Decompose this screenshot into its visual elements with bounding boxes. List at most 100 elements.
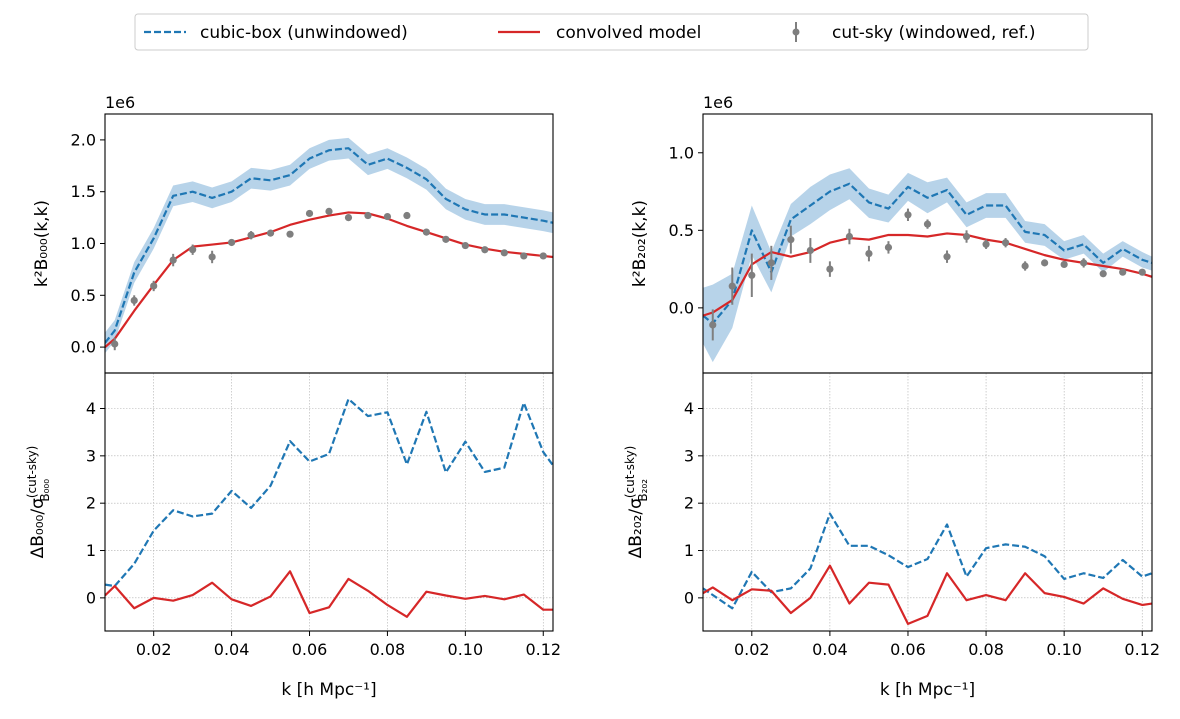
cut-sky-point [709,321,717,329]
cut-sky-point [767,259,775,267]
y-axis-label-main: ΔB₂₀₂/σ [626,498,646,558]
x-tick-label: 0.04 [812,640,848,659]
cut-sky-point [364,211,372,220]
y-tick-label: 0 [86,588,96,607]
y-tick-label: 4 [684,399,694,418]
x-tick-label: 0.02 [734,640,770,659]
x-axis-label: k [h Mpc⁻¹] [880,680,975,700]
y-axis-label-superscript: (cut-sky) [623,446,637,498]
cut-sky-point [228,238,236,247]
legend-label-convolved-model: convolved model [556,23,701,43]
cut-sky-point [208,253,216,261]
cubic-box-line [105,397,553,588]
y-tick-label: 0.0 [71,338,96,357]
cut-sky-point [1041,259,1049,267]
cut-sky-point [1080,259,1088,267]
x-tick-label: 0.12 [525,640,561,659]
y-tick-label: 1 [86,541,96,560]
cut-sky-point [403,211,411,220]
y-tick-label: 4 [86,399,96,418]
x-tick-label: 0.04 [214,640,250,659]
cubic-box-line [703,512,1152,610]
cubic-box-error-band [105,137,553,354]
cut-sky-point [461,241,469,250]
cut-sky-point [1099,270,1107,278]
y-axis-label: k²B₂₀₂(k,k) [630,200,650,287]
cut-sky-point [442,235,450,243]
cut-sky-point [383,212,392,221]
x-tick-label: 0.08 [370,640,406,659]
y-axis-label-superscript: (cut-sky) [25,446,39,498]
cut-sky-point [344,214,353,222]
y-axis-label: ΔB₀₀₀/σ(cut-sky)B₀₀₀ [25,446,52,559]
axes-frame [702,372,1153,632]
y-tick-label: 3 [684,446,694,465]
x-axis-label: k [h Mpc⁻¹] [281,680,376,700]
panel-top-right-b202: 0.0 0.5 1.0 1e6 k²B₂₀₂(k,k) [630,93,1153,374]
cut-sky-point [728,282,736,290]
axes-frame [104,372,554,632]
x-tick-label: 0.10 [1046,640,1082,659]
legend: cubic-box (unwindowed) convolved model c… [134,13,1089,51]
y-tick-label: 1.5 [71,182,96,201]
x-tick-label: 0.10 [448,640,484,659]
legend-swatch-cut-sky-marker [792,28,800,36]
cubic-box-error-band [703,168,1152,363]
y-axis-label-subscript: B₂₀₂ [636,479,650,502]
plot-area [703,168,1152,363]
cut-sky-point [111,340,119,348]
cut-sky-point [982,240,990,248]
panel-top-left-b000: 0.0 0.5 1.0 1.5 2.0 1e6 k²B₀₀₀(k,k) [32,93,554,374]
legend-label-cubic-box: cubic-box (unwindowed) [200,23,408,43]
cut-sky-point [1060,260,1068,269]
y-tick-label: 2.0 [71,130,96,149]
cut-sky-point [169,256,177,264]
cut-sky-point [787,236,795,244]
cut-sky-point [150,282,158,290]
y-tick-label: 1.0 [669,143,694,162]
cut-sky-point [806,246,814,255]
y-axis-label-subscript: B₀₀₀ [38,479,52,502]
y-axis-label: ΔB₂₀₂/σ(cut-sky)B₂₀₂ [623,446,650,559]
cut-sky-point [325,207,333,215]
y-tick-label: 3 [86,446,96,465]
y-axis-label-main: ΔB₀₀₀/σ [28,498,48,558]
y-tick-label: 2 [86,494,96,513]
cut-sky-point [266,229,275,237]
cut-sky-point [520,252,528,260]
cubic-box-line [105,147,553,344]
convolved-model-line [105,570,553,618]
y-tick-label: 2 [684,494,694,513]
cut-sky-point [286,230,294,238]
y-tick-label: 0.5 [71,286,96,305]
cut-sky-point [865,249,873,258]
x-tick-label: 0.08 [968,640,1004,659]
cut-sky-point [1021,262,1029,270]
x-tick-label: 0.06 [292,640,328,659]
cut-sky-point [962,232,971,241]
cut-sky-point [1119,268,1127,276]
y-tick-label: 1.0 [71,234,96,253]
cut-sky-point [904,211,912,219]
legend-label-cut-sky: cut-sky (windowed, ref.) [832,23,1036,43]
x-tick-label: 0.12 [1124,640,1160,659]
y-tick-label: 0 [684,588,694,607]
cut-sky-point [884,243,893,251]
convolved-model-line [105,211,553,348]
cut-sky-point [481,246,489,254]
axis-offset-label: 1e6 [105,93,135,112]
cut-sky-point [539,252,547,260]
plot-area [703,373,1152,631]
cut-sky-point [943,253,951,261]
cut-sky-point [189,246,197,254]
x-tick-label: 0.06 [890,640,926,659]
axis-offset-label: 1e6 [703,93,733,112]
cut-sky-point [748,271,756,279]
x-tick-label: 0.02 [136,640,172,659]
panel-bottom-right-residual-b202: 0 1 2 3 4 0.02 0.04 0.06 0.08 0.10 0.12 ΔB₂₀₂/σ(cut… [623,372,1160,700]
cut-sky-point [305,209,314,218]
legend-frame [134,13,1089,51]
cut-sky-point [845,232,854,241]
y-tick-label: 0.0 [669,298,694,317]
